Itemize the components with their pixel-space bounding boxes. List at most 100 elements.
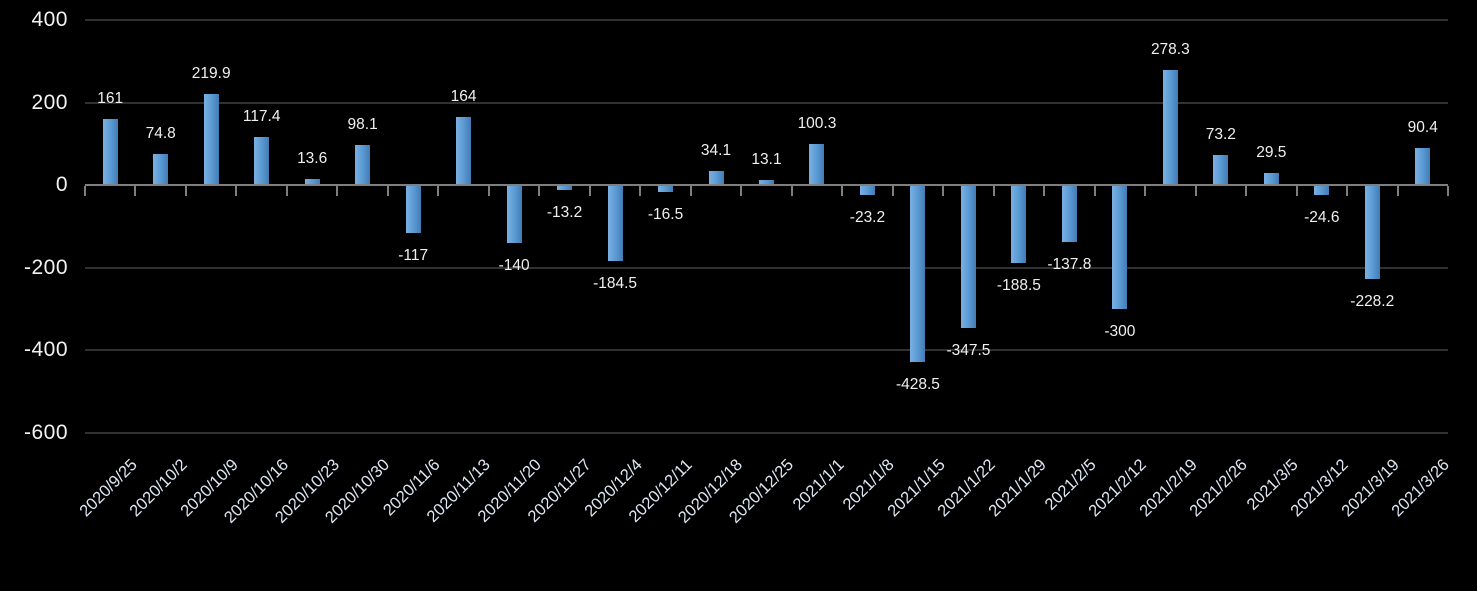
- x-axis-tick-mark: [992, 186, 995, 196]
- x-axis-tick-mark: [437, 186, 440, 196]
- bar: [1112, 185, 1128, 309]
- bar-value-label: -16.5: [647, 205, 684, 223]
- bar-value-label: 117.4: [242, 107, 281, 125]
- bar: [102, 118, 118, 185]
- bar-value-label: 100.3: [797, 114, 837, 132]
- x-axis-tick-mark: [84, 186, 86, 196]
- bar-value-label: 74.8: [145, 125, 176, 143]
- x-axis-tick-mark: [891, 186, 894, 196]
- x-axis-tick-mark: [1245, 186, 1248, 196]
- bar: [254, 136, 270, 185]
- x-axis-line: [85, 184, 1448, 186]
- bar: [1011, 185, 1027, 263]
- x-axis-tick-label: 2021/1/1: [789, 455, 848, 514]
- y-gridline: [85, 266, 1448, 269]
- y-axis-tick-label: 200: [31, 90, 68, 114]
- y-axis-tick-label: 0: [55, 173, 68, 196]
- bar: [1162, 70, 1178, 185]
- bar: [153, 154, 169, 185]
- y-gridline: [85, 19, 1448, 21]
- x-axis-tick-mark: [1396, 186, 1399, 196]
- bar: [658, 185, 674, 192]
- bar-value-label: -300: [1104, 322, 1136, 340]
- bar-value-label: 161: [97, 89, 124, 107]
- x-axis-tick-mark: [538, 186, 541, 196]
- bar-value-label: 90.4: [1407, 118, 1438, 136]
- y-axis-tick-label: -200: [23, 255, 68, 279]
- bar-value-label: -428.5: [895, 375, 940, 393]
- bar: [1061, 185, 1077, 242]
- x-axis-tick-mark: [841, 186, 844, 196]
- bar-value-label: -140: [498, 256, 530, 274]
- bar-value-label: -188.5: [996, 276, 1041, 294]
- x-axis-tick-mark: [740, 186, 743, 196]
- bar-value-label: 13.6: [297, 150, 328, 168]
- bar-value-label: 73.2: [1205, 125, 1236, 143]
- x-axis-tick-mark: [184, 186, 187, 196]
- y-gridline: [85, 101, 1448, 104]
- bar: [607, 185, 623, 262]
- bar: [304, 179, 320, 185]
- bar: [1263, 172, 1279, 185]
- bar: [910, 185, 926, 362]
- bar: [355, 144, 371, 185]
- bar: [1314, 185, 1330, 196]
- bar-value-label: -347.5: [946, 342, 991, 360]
- x-axis-tick-mark: [1043, 186, 1046, 196]
- bar-value-label: -13.2: [546, 204, 583, 222]
- bar-value-label: -137.8: [1047, 255, 1092, 273]
- x-axis-tick-mark: [134, 186, 137, 196]
- x-axis-tick-mark: [942, 186, 945, 196]
- bar: [759, 179, 774, 185]
- y-gridline: [85, 431, 1448, 434]
- x-axis-tick-mark: [790, 186, 793, 196]
- bar: [809, 143, 825, 185]
- bar-value-label: 278.3: [1150, 41, 1190, 59]
- x-axis-tick-mark: [1093, 186, 1096, 196]
- bar-value-label: -24.6: [1304, 209, 1340, 227]
- x-axis-tick-mark: [1447, 186, 1449, 196]
- bar-value-label: 219.9: [191, 65, 231, 83]
- bar: [456, 117, 472, 185]
- bar-value-label: -23.2: [849, 208, 886, 226]
- y-axis-tick-label: 400: [31, 8, 68, 31]
- x-axis-tick-mark: [639, 186, 642, 196]
- bar: [1213, 154, 1229, 185]
- x-axis-tick-mark: [1295, 186, 1298, 196]
- bar-value-label: 164: [450, 88, 477, 106]
- x-axis-tick-mark: [235, 186, 238, 196]
- bar: [708, 170, 724, 185]
- y-axis-tick-label: -400: [23, 338, 68, 361]
- bar: [405, 185, 421, 234]
- x-axis-tick-mark: [285, 186, 288, 196]
- x-axis-tick-mark: [386, 186, 389, 196]
- bar: [859, 185, 875, 195]
- bar-value-label: -228.2: [1350, 293, 1395, 311]
- x-axis-tick-mark: [689, 186, 692, 196]
- x-axis-tick-mark: [487, 186, 490, 196]
- bar: [960, 185, 976, 329]
- bar: [203, 94, 219, 185]
- bar-value-label: 34.1: [700, 141, 732, 159]
- y-gridline: [85, 349, 1448, 351]
- bar: [1415, 147, 1431, 185]
- x-axis-tick-mark: [1194, 186, 1197, 196]
- bar: [506, 185, 522, 243]
- bar-value-label: 29.5: [1256, 143, 1287, 161]
- bar-value-label: -184.5: [593, 275, 638, 293]
- x-axis-tick-mark: [588, 186, 591, 196]
- bar: [557, 185, 573, 191]
- x-axis-tick-mark: [1346, 186, 1349, 196]
- bar: [1364, 185, 1380, 280]
- bar-value-label: 98.1: [347, 115, 378, 133]
- x-axis-tick-mark: [336, 186, 339, 196]
- x-axis-tick-mark: [1144, 186, 1147, 196]
- bar-value-label: -117: [398, 247, 429, 265]
